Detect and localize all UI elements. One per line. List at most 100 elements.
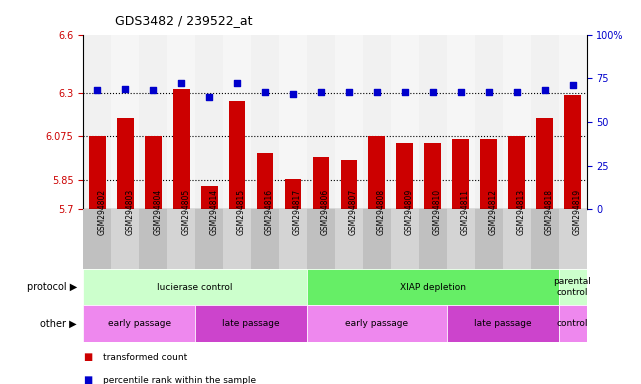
Text: GSM294819: GSM294819 bbox=[572, 189, 581, 235]
Bar bbox=[89, 136, 106, 209]
Text: control: control bbox=[557, 319, 588, 328]
Text: GSM294811: GSM294811 bbox=[461, 189, 470, 235]
Text: GSM294812: GSM294812 bbox=[488, 189, 497, 235]
Bar bbox=[453, 139, 469, 209]
Bar bbox=[558, 269, 587, 305]
Bar bbox=[307, 35, 335, 209]
Point bbox=[540, 88, 550, 94]
Text: percentile rank within the sample: percentile rank within the sample bbox=[103, 376, 256, 384]
Bar bbox=[307, 209, 335, 269]
Bar bbox=[363, 35, 391, 209]
Text: GSM294810: GSM294810 bbox=[433, 189, 442, 235]
Bar bbox=[447, 305, 558, 342]
Bar bbox=[335, 35, 363, 209]
Text: protocol ▶: protocol ▶ bbox=[27, 282, 77, 292]
Text: early passage: early passage bbox=[345, 319, 408, 328]
Bar bbox=[558, 209, 587, 269]
Bar bbox=[229, 101, 246, 209]
Bar bbox=[195, 209, 223, 269]
Point bbox=[260, 89, 270, 95]
Bar bbox=[531, 209, 558, 269]
Text: late passage: late passage bbox=[474, 319, 531, 328]
Point bbox=[512, 89, 522, 95]
Text: ■: ■ bbox=[83, 375, 92, 384]
Bar bbox=[223, 209, 251, 269]
Text: transformed count: transformed count bbox=[103, 353, 187, 362]
Text: GSM294818: GSM294818 bbox=[545, 189, 554, 235]
Point bbox=[176, 80, 187, 86]
Bar bbox=[117, 118, 133, 209]
Text: XIAP depletion: XIAP depletion bbox=[400, 283, 466, 291]
Bar bbox=[313, 157, 329, 209]
Text: parental
control: parental control bbox=[554, 277, 592, 297]
Bar bbox=[251, 209, 279, 269]
Point bbox=[92, 88, 103, 94]
Point bbox=[344, 89, 354, 95]
Bar bbox=[307, 269, 558, 305]
Point bbox=[483, 89, 494, 95]
Point bbox=[372, 89, 382, 95]
Point bbox=[428, 89, 438, 95]
Bar bbox=[223, 35, 251, 209]
Bar bbox=[424, 143, 441, 209]
Bar bbox=[112, 35, 139, 209]
Bar bbox=[475, 209, 503, 269]
Text: GSM294806: GSM294806 bbox=[321, 189, 330, 235]
Bar bbox=[447, 209, 475, 269]
Text: GSM294813: GSM294813 bbox=[517, 189, 526, 235]
Text: GSM294816: GSM294816 bbox=[265, 189, 274, 235]
Bar bbox=[419, 209, 447, 269]
Bar bbox=[201, 186, 217, 209]
Point bbox=[232, 80, 242, 86]
Bar bbox=[83, 209, 112, 269]
Bar bbox=[503, 209, 531, 269]
Bar bbox=[340, 160, 357, 209]
Point bbox=[400, 89, 410, 95]
Text: GSM294807: GSM294807 bbox=[349, 189, 358, 235]
Text: late passage: late passage bbox=[222, 319, 280, 328]
Bar bbox=[167, 209, 195, 269]
Text: lucierase control: lucierase control bbox=[158, 283, 233, 291]
Bar bbox=[564, 95, 581, 209]
Text: GSM294808: GSM294808 bbox=[377, 189, 386, 235]
Bar bbox=[195, 305, 307, 342]
Bar bbox=[279, 209, 307, 269]
Text: GSM294805: GSM294805 bbox=[181, 189, 190, 235]
Bar bbox=[279, 35, 307, 209]
Bar bbox=[391, 35, 419, 209]
Point bbox=[316, 89, 326, 95]
Bar bbox=[391, 209, 419, 269]
Bar bbox=[251, 35, 279, 209]
Text: GSM294804: GSM294804 bbox=[153, 189, 162, 235]
Text: GSM294814: GSM294814 bbox=[209, 189, 218, 235]
Point bbox=[288, 91, 298, 97]
Bar bbox=[558, 305, 587, 342]
Text: GSM294817: GSM294817 bbox=[293, 189, 302, 235]
Text: GSM294803: GSM294803 bbox=[125, 189, 134, 235]
Text: ■: ■ bbox=[83, 352, 92, 362]
Text: GSM294802: GSM294802 bbox=[97, 189, 106, 235]
Bar bbox=[195, 35, 223, 209]
Bar bbox=[112, 209, 139, 269]
Bar bbox=[419, 35, 447, 209]
Text: GSM294809: GSM294809 bbox=[405, 189, 414, 235]
Bar bbox=[503, 35, 531, 209]
Bar bbox=[369, 136, 385, 209]
Bar bbox=[396, 143, 413, 209]
Bar bbox=[335, 209, 363, 269]
Text: early passage: early passage bbox=[108, 319, 171, 328]
Point bbox=[456, 89, 466, 95]
Bar bbox=[480, 139, 497, 209]
Text: GDS3482 / 239522_at: GDS3482 / 239522_at bbox=[115, 14, 253, 27]
Bar bbox=[558, 35, 587, 209]
Bar bbox=[307, 305, 447, 342]
Bar bbox=[83, 269, 307, 305]
Point bbox=[204, 94, 214, 101]
Bar bbox=[83, 305, 195, 342]
Point bbox=[567, 82, 578, 88]
Bar bbox=[256, 153, 274, 209]
Point bbox=[120, 86, 130, 92]
Bar bbox=[139, 209, 167, 269]
Bar bbox=[167, 35, 195, 209]
Bar bbox=[508, 136, 525, 209]
